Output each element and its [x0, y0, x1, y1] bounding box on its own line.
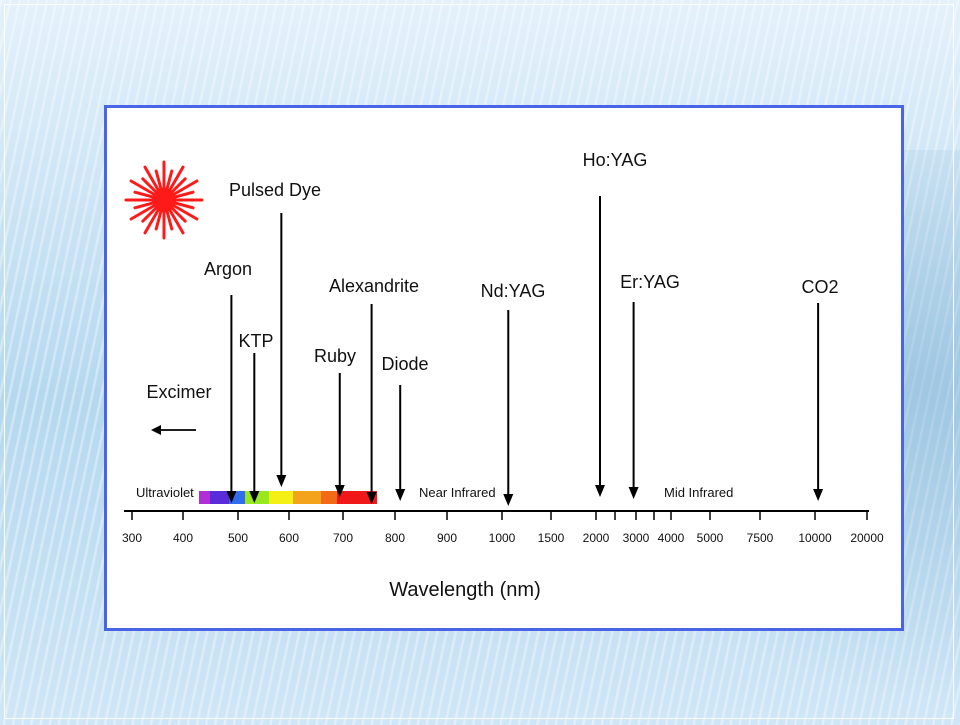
laser-wavelength-figure: 300 400 500 600 700 800 900 1000 1500 2000 3000 400… [104, 105, 904, 631]
spectrum-segment [337, 491, 377, 504]
tick-label-500: 500 [228, 531, 248, 545]
region-label-mid-infrared: Mid Infrared [664, 485, 733, 500]
arrow-head-diode [395, 489, 406, 501]
arrow-head-alexandrite [366, 492, 377, 504]
laser-starburst-icon [124, 160, 204, 240]
laser-label-alexandrite: Alexandrite [329, 276, 419, 296]
region-label-ultraviolet: Ultraviolet [136, 485, 194, 500]
laser-arrows [151, 196, 824, 506]
arrow-head-co2 [813, 489, 824, 501]
laser-label-argon: Argon [204, 259, 252, 279]
tick-label-5000: 5000 [697, 531, 724, 545]
laser-label-excimer: Excimer [146, 382, 211, 402]
tick-label-2000: 2000 [583, 531, 610, 545]
laser-label-ktp: KTP [238, 331, 273, 351]
laser-label-ruby: Ruby [314, 346, 356, 366]
slide-frame [4, 4, 954, 719]
arrow-head-ho-yag [595, 485, 605, 497]
visible-spectrum-bar [199, 491, 377, 504]
arrow-head-er-yag [628, 487, 639, 499]
spectrum-segment [269, 491, 293, 504]
tick-label-3000: 3000 [623, 531, 650, 545]
spectrum-segment [321, 491, 337, 504]
tick-label-300: 300 [122, 531, 142, 545]
arrow-head-pulsed-dye [276, 475, 287, 487]
axis-ticks [131, 511, 868, 520]
laser-label-nd-yag: Nd:YAG [481, 281, 546, 301]
arrow-head-excimer [151, 425, 161, 435]
arrow-head-argon [226, 491, 237, 503]
arrow-head-ruby [334, 485, 345, 497]
tick-label-1500: 1500 [538, 531, 565, 545]
arrow-head-nd-yag [503, 494, 514, 506]
spectrum-segment [293, 491, 321, 504]
region-label-near-infrared: Near Infrared [419, 485, 496, 500]
tick-label-4000: 4000 [658, 531, 685, 545]
tick-label-20000: 20000 [850, 531, 884, 545]
tick-label-1000: 1000 [489, 531, 516, 545]
laser-label-co2: CO2 [801, 277, 838, 297]
spectrum-segment [199, 491, 210, 504]
axis-tick-labels: 300 400 500 600 700 800 900 1000 1500 2000 3000 400… [122, 531, 884, 545]
tick-label-7500: 7500 [747, 531, 774, 545]
laser-label-pulsed-dye: Pulsed Dye [229, 180, 321, 200]
tick-label-10000: 10000 [798, 531, 832, 545]
laser-wavelength-diagram: 300 400 500 600 700 800 900 1000 1500 2000 3000 400… [122, 150, 884, 601]
laser-labels: Excimer Argon KTP Pulsed Dye Ruby Alexandrite… [146, 150, 838, 402]
tick-label-600: 600 [279, 531, 299, 545]
tick-label-900: 900 [437, 531, 457, 545]
tick-label-700: 700 [333, 531, 353, 545]
laser-label-er-yag: Er:YAG [620, 272, 680, 292]
arrow-head-ktp [249, 491, 260, 503]
laser-label-diode: Diode [381, 354, 428, 374]
laser-label-ho-yag: Ho:YAG [583, 150, 648, 170]
starburst-core [152, 188, 176, 212]
tick-label-800: 800 [385, 531, 405, 545]
spectrum-segment [210, 491, 229, 504]
tick-label-400: 400 [173, 531, 193, 545]
axis-title: Wavelength (nm) [389, 579, 541, 601]
